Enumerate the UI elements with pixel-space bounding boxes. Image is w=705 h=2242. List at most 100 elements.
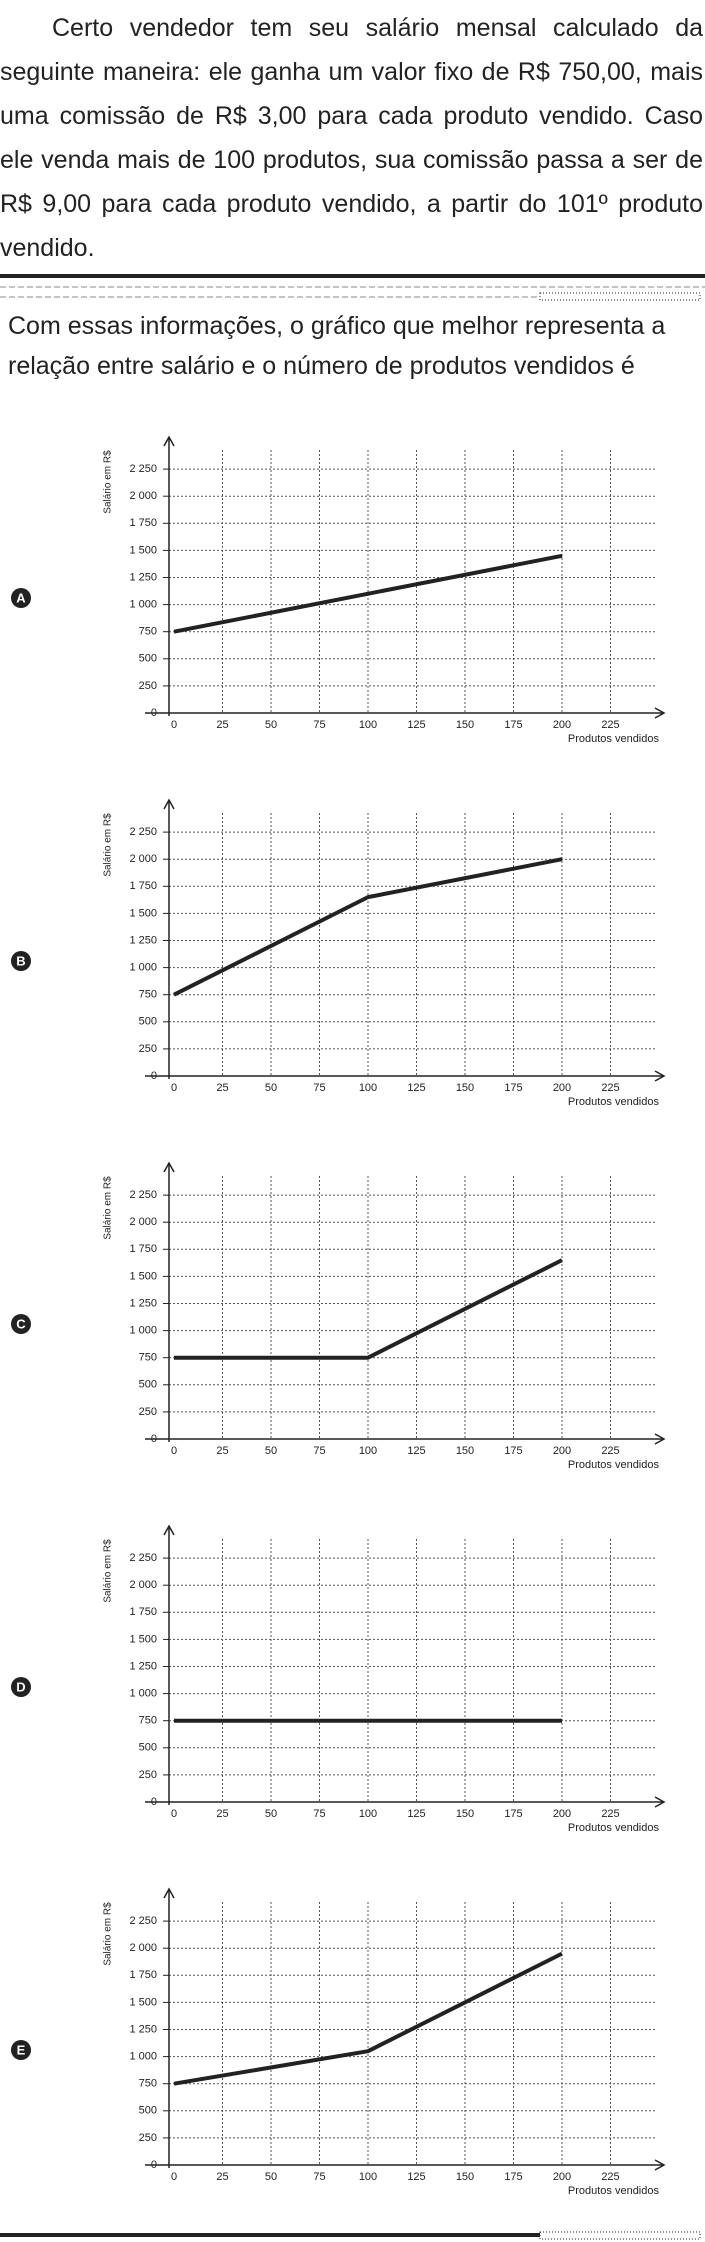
chart: B 0 250 500 750 1 000 1 250 1 500 1 750 2 000 2 25… bbox=[11, 798, 666, 1108]
x-tick-label: 150 bbox=[456, 2171, 474, 2183]
chart: C 0 250 500 750 1 000 1 250 1 500 1 750 2 000 2 25… bbox=[11, 1161, 666, 1471]
bottom-separator bbox=[0, 2231, 701, 2240]
x-tick-label: 175 bbox=[504, 719, 522, 731]
y-tick-label: 750 bbox=[139, 2078, 157, 2090]
option-letter: B bbox=[16, 953, 25, 968]
x-tick-label: 175 bbox=[504, 1808, 522, 1820]
y-tick-label: 1 500 bbox=[129, 1633, 157, 1645]
option-badge bbox=[11, 1677, 31, 1697]
x-tick-label: 200 bbox=[553, 2171, 571, 2183]
x-tick-label: 25 bbox=[216, 1808, 228, 1820]
y-axis-arrow bbox=[163, 1887, 175, 1899]
y-tick-label: 250 bbox=[139, 1769, 157, 1781]
y-tick-label: 2 250 bbox=[129, 463, 157, 475]
x-tick-label: 150 bbox=[456, 1445, 474, 1457]
option-badge bbox=[11, 2040, 31, 2060]
x-tick-label: 100 bbox=[359, 1445, 377, 1457]
y-tick-label: 1 250 bbox=[129, 2023, 157, 2035]
x-tick-label: 50 bbox=[265, 1082, 277, 1094]
x-tick-label: 25 bbox=[216, 1082, 228, 1094]
x-axis-arrow bbox=[654, 1433, 666, 1445]
option-badge bbox=[11, 1314, 31, 1334]
data-line bbox=[173, 1951, 563, 2086]
x-axis-title: Produtos vendidos bbox=[568, 733, 660, 745]
data-line bbox=[173, 553, 563, 634]
y-tick-label: 2 250 bbox=[129, 1915, 157, 1927]
x-tick-label: 50 bbox=[265, 719, 277, 731]
option-letter: C bbox=[16, 1316, 26, 1331]
option-letter: D bbox=[16, 1679, 25, 1694]
x-tick-label: 75 bbox=[313, 719, 325, 731]
x-tick-label: 125 bbox=[407, 1082, 425, 1094]
x-tick-label: 175 bbox=[504, 2171, 522, 2183]
y-tick-label: 500 bbox=[139, 1742, 157, 1754]
chart: A 0 250 500 750 1 000 1 250 1 500 1 750 2 000 2 25… bbox=[11, 435, 666, 745]
y-tick-label: 500 bbox=[139, 1016, 157, 1028]
x-tick-label: 125 bbox=[407, 1808, 425, 1820]
x-tick-label: 200 bbox=[553, 1082, 571, 1094]
y-tick-label: 1 500 bbox=[129, 1996, 157, 2008]
y-axis-title: Salário em R$ bbox=[103, 1539, 114, 1603]
y-tick-label: 250 bbox=[139, 680, 157, 692]
x-axis-title: Produtos vendidos bbox=[568, 1459, 660, 1471]
x-tick-label: 125 bbox=[407, 719, 425, 731]
x-tick-label: 100 bbox=[359, 2171, 377, 2183]
y-tick-label: 2 000 bbox=[129, 490, 157, 502]
y-axis-title: Salário em R$ bbox=[103, 1902, 114, 1966]
option-badge bbox=[11, 951, 31, 971]
data-line bbox=[173, 857, 563, 997]
x-tick-label: 225 bbox=[601, 2171, 619, 2183]
x-tick-label: 0 bbox=[171, 1082, 177, 1094]
x-tick-label: 50 bbox=[265, 2171, 277, 2183]
y-tick-label: 250 bbox=[139, 1406, 157, 1418]
statement: Certo vendedor tem seu salário mensal ca… bbox=[0, 14, 703, 262]
x-tick-label: 100 bbox=[359, 1808, 377, 1820]
y-tick-label: 750 bbox=[139, 1715, 157, 1727]
x-tick-label: 200 bbox=[553, 719, 571, 731]
x-axis-arrow bbox=[654, 1070, 666, 1082]
x-tick-label: 0 bbox=[171, 1808, 177, 1820]
y-tick-label: 500 bbox=[139, 2105, 157, 2117]
y-tick-label: 1 250 bbox=[129, 571, 157, 583]
y-tick-label: 1 000 bbox=[129, 1325, 157, 1337]
y-tick-label: 1 750 bbox=[129, 517, 157, 529]
option-letter: E bbox=[17, 2042, 26, 2057]
x-tick-label: 100 bbox=[359, 1082, 377, 1094]
y-tick-label: 1 750 bbox=[129, 880, 157, 892]
prompt: Com essas informações, o gráfico que mel… bbox=[8, 312, 666, 380]
x-tick-label: 25 bbox=[216, 719, 228, 731]
chart: D 0 250 500 750 1 000 1 250 1 500 1 750 2 000 2 25… bbox=[11, 1524, 666, 1834]
y-tick-label: 1 750 bbox=[129, 1969, 157, 1981]
y-tick-label: 2 250 bbox=[129, 826, 157, 838]
x-tick-label: 150 bbox=[456, 1082, 474, 1094]
y-tick-label: 500 bbox=[139, 1379, 157, 1391]
y-tick-label: 2 000 bbox=[129, 853, 157, 865]
y-axis-title: Salário em R$ bbox=[103, 1176, 114, 1240]
y-tick-label: 1 750 bbox=[129, 1243, 157, 1255]
data-line bbox=[174, 1258, 563, 1360]
x-tick-label: 75 bbox=[313, 1082, 325, 1094]
y-tick-label: 1 500 bbox=[129, 1270, 157, 1282]
x-tick-label: 225 bbox=[601, 719, 619, 731]
y-tick-label: 1 250 bbox=[129, 1297, 157, 1309]
x-tick-label: 25 bbox=[216, 2171, 228, 2183]
y-axis-arrow bbox=[163, 1161, 175, 1173]
y-tick-label: 2 000 bbox=[129, 1579, 157, 1591]
x-tick-label: 175 bbox=[504, 1445, 522, 1457]
x-tick-label: 225 bbox=[601, 1445, 619, 1457]
x-tick-label: 175 bbox=[504, 1082, 522, 1094]
option-letter: A bbox=[16, 590, 26, 605]
option-badge bbox=[11, 588, 31, 608]
y-tick-label: 1 500 bbox=[129, 907, 157, 919]
y-axis-arrow bbox=[163, 1524, 175, 1536]
y-tick-label: 750 bbox=[139, 989, 157, 1001]
x-axis-arrow bbox=[654, 2159, 666, 2171]
y-tick-label: 1 000 bbox=[129, 599, 157, 611]
y-tick-label: 250 bbox=[139, 2132, 157, 2144]
y-tick-label: 2 250 bbox=[129, 1552, 157, 1564]
x-tick-label: 150 bbox=[456, 1808, 474, 1820]
x-axis-title: Produtos vendidos bbox=[568, 2185, 660, 2197]
chart: E 0 250 500 750 1 000 1 250 1 500 1 750 2 000 2 25… bbox=[11, 1887, 666, 2197]
y-tick-label: 2 000 bbox=[129, 1942, 157, 1954]
